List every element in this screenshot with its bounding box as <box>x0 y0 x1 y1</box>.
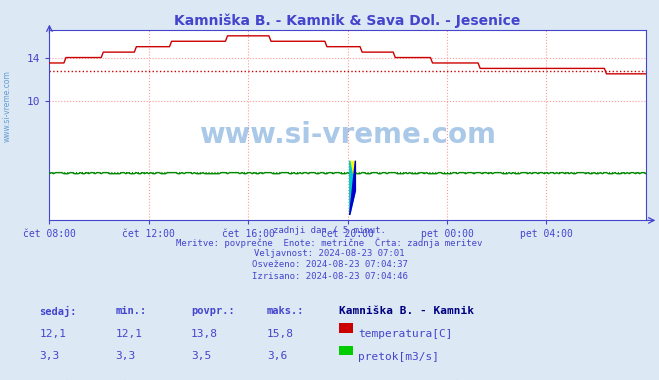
Text: pretok[m3/s]: pretok[m3/s] <box>358 352 439 361</box>
Text: 3,5: 3,5 <box>191 352 212 361</box>
Text: 3,3: 3,3 <box>115 352 136 361</box>
Text: Veljavnost: 2024-08-23 07:01: Veljavnost: 2024-08-23 07:01 <box>254 249 405 258</box>
Text: 12,1: 12,1 <box>40 329 67 339</box>
Title: Kamniška B. - Kamnik & Sava Dol. - Jesenice: Kamniška B. - Kamnik & Sava Dol. - Jesen… <box>175 13 521 28</box>
Polygon shape <box>350 161 355 215</box>
Polygon shape <box>350 161 355 215</box>
Text: temperatura[C]: temperatura[C] <box>358 329 452 339</box>
Text: maks.:: maks.: <box>267 306 304 316</box>
Text: 12,1: 12,1 <box>115 329 142 339</box>
Text: min.:: min.: <box>115 306 146 316</box>
Text: Meritve: povprečne  Enote: metrične  Črta: zadnja meritev: Meritve: povprečne Enote: metrične Črta:… <box>177 238 482 248</box>
Text: www.si-vreme.com: www.si-vreme.com <box>3 70 12 142</box>
Text: 3,3: 3,3 <box>40 352 60 361</box>
Text: www.si-vreme.com: www.si-vreme.com <box>199 121 496 149</box>
Text: 3,6: 3,6 <box>267 352 287 361</box>
Text: 15,8: 15,8 <box>267 329 294 339</box>
Polygon shape <box>350 161 355 190</box>
Text: povpr.:: povpr.: <box>191 306 235 316</box>
Text: Izrisano: 2024-08-23 07:04:46: Izrisano: 2024-08-23 07:04:46 <box>252 272 407 281</box>
Text: 13,8: 13,8 <box>191 329 218 339</box>
Text: Osveženo: 2024-08-23 07:04:37: Osveženo: 2024-08-23 07:04:37 <box>252 260 407 269</box>
Text: zadnji dan / 5 minut.: zadnji dan / 5 minut. <box>273 226 386 235</box>
Text: sedaj:: sedaj: <box>40 306 77 317</box>
Text: Kamniška B. - Kamnik: Kamniška B. - Kamnik <box>339 306 474 316</box>
